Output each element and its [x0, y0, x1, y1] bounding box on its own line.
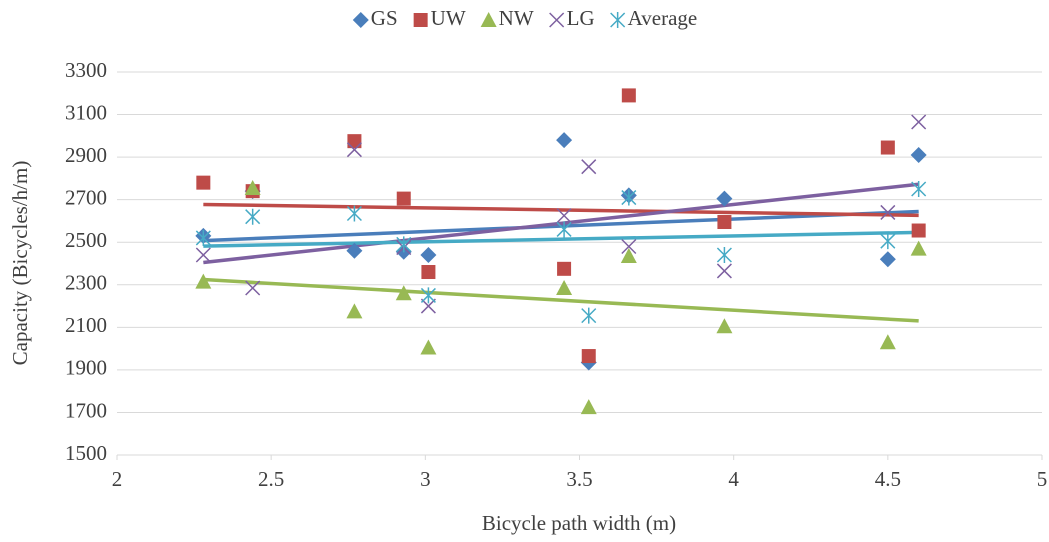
legend-marker — [413, 13, 428, 27]
marker — [880, 204, 896, 220]
legend-marker — [610, 12, 626, 28]
trend-line — [203, 182, 919, 265]
marker — [195, 229, 211, 246]
marker — [346, 142, 362, 158]
marker — [879, 251, 896, 268]
y-tick-label: 1700 — [65, 398, 107, 422]
trend-line — [203, 230, 919, 248]
x-axis-title: Bicycle path width (m) — [482, 511, 676, 535]
legend-label: LG — [567, 6, 595, 30]
y-tick-label: 2100 — [65, 313, 107, 337]
marker — [716, 263, 732, 279]
legend-label: UW — [431, 6, 466, 30]
marker — [346, 242, 363, 259]
marker — [557, 261, 572, 276]
marker — [556, 221, 572, 238]
marker — [716, 190, 733, 207]
legend: GS UW NW LG Average — [352, 6, 698, 30]
x-tick-label: 2.5 — [258, 467, 284, 491]
y-tick-label: 2700 — [65, 185, 107, 209]
marker — [911, 223, 926, 238]
legend-marker — [549, 12, 565, 28]
marker — [347, 134, 362, 149]
marker — [420, 246, 437, 263]
marker — [556, 208, 572, 224]
marker — [717, 215, 732, 230]
marker — [420, 339, 437, 355]
marker — [911, 181, 927, 198]
marker — [621, 88, 636, 103]
legend-label: NW — [499, 6, 534, 30]
marker — [421, 265, 436, 280]
marker — [911, 114, 927, 130]
y-tick-label: 3300 — [65, 58, 107, 82]
marker — [620, 248, 637, 264]
marker — [581, 349, 596, 364]
marker — [621, 189, 637, 206]
marker — [420, 287, 436, 304]
marker — [621, 238, 637, 255]
marker — [346, 205, 362, 222]
marker — [196, 175, 211, 190]
trend-line — [203, 277, 919, 323]
marker — [395, 285, 412, 301]
legend-marker — [480, 12, 497, 27]
x-tick-label: 2 — [112, 467, 123, 491]
marker — [580, 399, 597, 415]
y-tick-label: 2300 — [65, 271, 107, 295]
marker — [581, 307, 597, 324]
marker — [346, 303, 363, 319]
marker — [245, 280, 261, 296]
marker — [910, 146, 927, 163]
x-tick-label: 4 — [728, 467, 739, 491]
marker — [396, 191, 411, 206]
marker — [245, 208, 261, 225]
marker — [195, 273, 212, 289]
x-tick-label: 3.5 — [566, 467, 592, 491]
marker — [581, 159, 597, 175]
y-tick-label: 1900 — [65, 356, 107, 380]
marker — [420, 298, 436, 314]
y-tick-label: 1500 — [65, 441, 107, 465]
marker — [716, 318, 733, 334]
marker — [910, 240, 927, 256]
marker — [195, 247, 211, 263]
marker — [880, 140, 895, 155]
marker — [556, 279, 573, 295]
y-axis-title: Capacity (Bicycles/h/m) — [8, 161, 32, 366]
y-tick-label: 3100 — [65, 100, 107, 124]
x-tick-label: 5 — [1037, 467, 1048, 491]
legend-label: GS — [371, 6, 398, 30]
legend-label: Average — [628, 6, 698, 30]
x-tick-label: 4.5 — [875, 467, 901, 491]
marker — [716, 246, 732, 263]
y-tick-label: 2900 — [65, 143, 107, 167]
marker — [244, 179, 261, 195]
marker — [880, 233, 896, 250]
legend-marker — [352, 12, 369, 28]
marker — [879, 334, 896, 350]
marker — [396, 236, 412, 253]
x-tick-label: 3 — [420, 467, 431, 491]
marker — [556, 132, 573, 149]
y-tick-label: 2500 — [65, 228, 107, 252]
trend-line — [203, 202, 919, 218]
